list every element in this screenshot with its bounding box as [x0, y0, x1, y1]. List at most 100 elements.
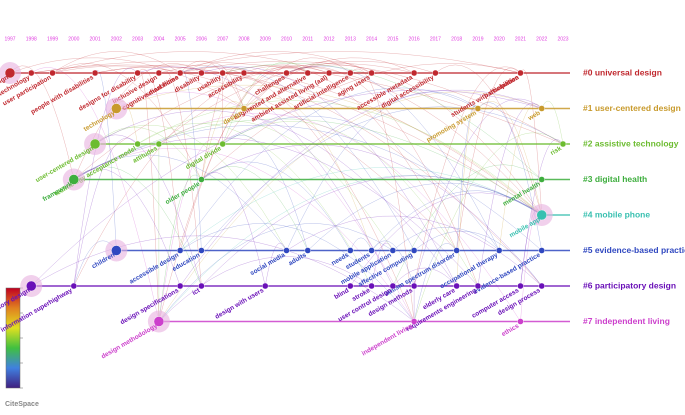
link: [456, 67, 521, 251]
link: [286, 215, 542, 287]
link: [541, 100, 564, 145]
cluster-label: #6 participatory design: [583, 280, 676, 290]
link: [94, 134, 202, 287]
link: [52, 51, 181, 74]
keyword-node: [517, 318, 524, 325]
link: [73, 118, 542, 216]
keyword-node: [49, 69, 56, 77]
link: [392, 164, 542, 287]
keyword-node: [283, 247, 290, 254]
link: [201, 166, 308, 251]
keyword-node: [368, 247, 375, 254]
link: [52, 63, 202, 180]
link: [52, 65, 457, 251]
keyword-label: technology: [83, 109, 117, 133]
keyword-node: [134, 69, 141, 77]
link: [520, 139, 564, 287]
keyword-node: [536, 209, 547, 221]
link: [350, 237, 372, 251]
link: [371, 242, 394, 287]
link: [179, 65, 308, 251]
keyword-node: [153, 316, 165, 327]
link: [179, 70, 202, 251]
link: [137, 66, 394, 287]
year-label: 2000: [68, 36, 79, 42]
link: [243, 57, 415, 109]
year-label: 2018: [451, 36, 462, 42]
link: [201, 66, 457, 287]
keyword-node: [517, 282, 524, 290]
link: [31, 61, 564, 145]
link: [158, 175, 542, 322]
keyword-node: [368, 282, 375, 290]
keyword-node: [432, 69, 439, 77]
keyword-node: [219, 140, 226, 148]
link: [73, 148, 415, 322]
cluster-label: #0 universal design: [583, 67, 662, 77]
keyword-label: ethics: [501, 322, 521, 338]
link: [158, 120, 394, 251]
keyword-node: [155, 140, 163, 148]
keyword-node: [68, 174, 80, 185]
link: [201, 67, 245, 180]
keyword-node: [283, 69, 290, 77]
link: [180, 65, 415, 251]
link: [243, 65, 457, 251]
link: [158, 60, 436, 145]
keyword-node: [347, 69, 354, 77]
year-label: 2023: [557, 36, 568, 42]
keyword-label: children: [91, 252, 116, 271]
keyword-node: [347, 247, 354, 254]
link: [350, 192, 542, 287]
year-label: 2014: [366, 36, 377, 42]
keyword-label: attitudes: [132, 145, 159, 165]
link: [95, 66, 542, 287]
link: [180, 60, 564, 145]
link: [456, 104, 479, 251]
link: [158, 256, 372, 322]
link: [31, 89, 542, 287]
keyword-node: [198, 247, 205, 254]
keyword-node: [4, 67, 16, 79]
link: [222, 60, 372, 145]
keyword-label: blind: [333, 287, 350, 301]
keyword-node: [538, 105, 545, 112]
year-label: 2006: [196, 36, 207, 42]
link: [179, 87, 479, 251]
keyword-node: [111, 245, 122, 256]
keyword-node: [89, 138, 101, 150]
year-label: 2020: [494, 36, 505, 42]
link: [137, 68, 181, 251]
link: [179, 60, 245, 109]
link: [222, 134, 309, 251]
link: [95, 64, 542, 216]
keyword-node: [559, 140, 567, 148]
keyword-node: [453, 247, 460, 254]
keyword-node: [538, 247, 545, 254]
keyword-node: [70, 282, 78, 290]
link: [286, 66, 479, 287]
link: [222, 63, 542, 180]
link: [94, 70, 117, 251]
link: [477, 101, 542, 216]
link: [222, 64, 542, 216]
year-label: 2003: [132, 36, 143, 42]
keyword-label: framework: [42, 180, 74, 203]
link: [413, 243, 457, 322]
link: [307, 182, 542, 251]
keyword-node: [91, 69, 99, 77]
keyword-node: [474, 282, 482, 290]
link: [137, 123, 372, 287]
link: [201, 161, 351, 251]
keyword-node: [304, 247, 311, 254]
keyword-node: [453, 282, 460, 290]
keyword-node: [347, 282, 354, 290]
year-label: 2016: [409, 36, 420, 42]
keyword-node: [176, 247, 184, 254]
year-label: 1998: [26, 36, 37, 42]
keyword-node: [28, 69, 35, 77]
keyword-node: [176, 69, 184, 77]
